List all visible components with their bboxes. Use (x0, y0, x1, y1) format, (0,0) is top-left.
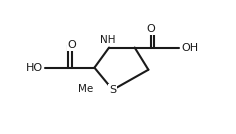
Text: H: H (109, 36, 116, 45)
Text: S: S (109, 85, 116, 95)
Text: O: O (67, 40, 76, 50)
Text: N: N (100, 35, 107, 45)
Text: O: O (147, 25, 156, 34)
Text: HO: HO (26, 63, 43, 73)
Text: Me: Me (78, 84, 93, 94)
Text: NH: NH (100, 35, 116, 45)
Text: OH: OH (181, 43, 198, 53)
